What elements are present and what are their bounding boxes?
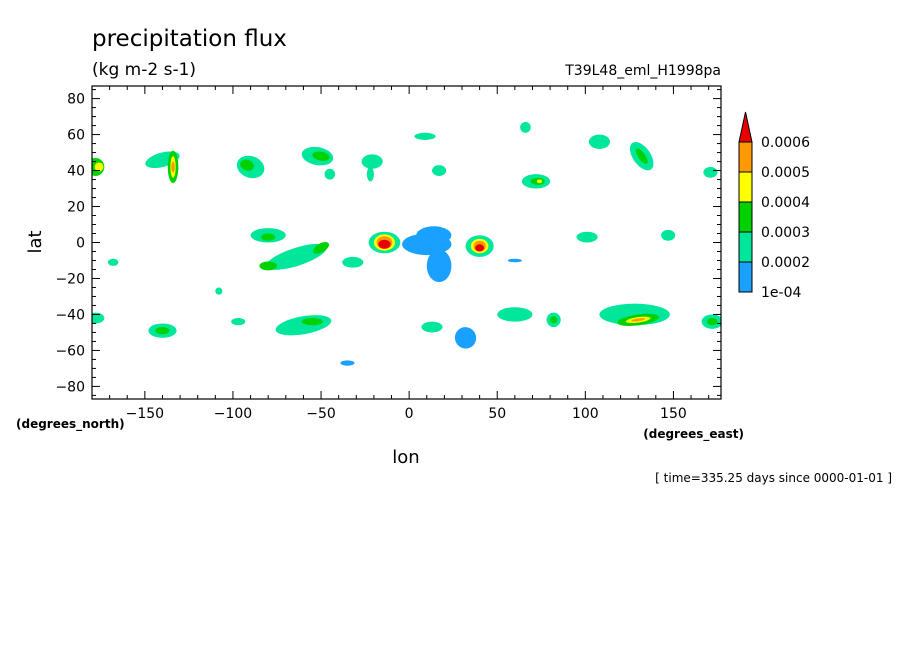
contour-region-54	[497, 307, 533, 322]
run-label: T39L48_eml_H1998pa	[564, 63, 721, 79]
contour-region-45	[92, 312, 105, 324]
contour-region-10	[324, 168, 336, 180]
contour-region-7	[240, 159, 254, 171]
contour-region-47	[155, 327, 170, 335]
contour-region-19	[588, 134, 611, 149]
contour-region-26	[313, 242, 330, 254]
contour-region-25	[266, 243, 327, 270]
chart-title: precipitation flux	[92, 26, 287, 52]
contour-region-35	[416, 226, 452, 245]
contour-region-44	[215, 287, 223, 295]
contour-region-34	[426, 249, 452, 283]
contour-region-39	[475, 244, 485, 252]
contour-region-14	[432, 165, 447, 176]
y-tick-label: 0	[76, 236, 85, 252]
contour-region-62	[706, 318, 718, 326]
colorbar-extend-arrow	[738, 111, 753, 143]
contour-region-42	[661, 229, 676, 241]
contour-region-21	[635, 148, 648, 164]
contour-region-32	[378, 239, 391, 249]
colorbar-label: 0.0005	[761, 165, 810, 181]
time-label: [ time=335.25 days since 0000-01-01 ]	[655, 471, 892, 485]
contour-region-40	[507, 258, 522, 263]
x-tick-label: −100	[214, 406, 252, 422]
y-tick-label: 20	[67, 200, 85, 216]
x-tick-label: −150	[126, 406, 164, 422]
contour-region-52	[421, 321, 443, 333]
contour-region-28	[342, 256, 364, 268]
contour-region-50	[301, 318, 323, 326]
colorbar-bin	[738, 201, 753, 233]
y-tick-label: 60	[67, 128, 85, 144]
colorbar-bin	[738, 231, 753, 263]
colorbar-bin	[738, 141, 753, 173]
contour-region-11	[361, 154, 383, 169]
colorbar-label: 0.0004	[761, 195, 810, 211]
y-tick-label: −60	[55, 343, 85, 359]
x-axis-label: lon	[392, 447, 419, 468]
contour-region-60	[631, 318, 646, 322]
y-axis-ticks: 80 60 40 20 0 −20 −40 −60 −80	[55, 89, 721, 396]
y-tick-label: 40	[67, 164, 85, 180]
contour-region-22	[703, 166, 718, 178]
colorbar-label: 1e-04	[761, 285, 801, 301]
x-tick-label: 50	[488, 406, 506, 422]
colorbar-label: 0.0006	[761, 135, 810, 151]
contour-region-5	[171, 161, 175, 173]
y-tick-label: 80	[67, 92, 85, 108]
contour-regions	[92, 121, 721, 366]
x-tick-label: 0	[405, 406, 414, 422]
colorbar-label: 0.0002	[761, 255, 810, 271]
contour-region-53	[454, 327, 477, 349]
y-units-label: (degrees_north)	[16, 417, 125, 432]
y-tick-label: −40	[55, 307, 85, 323]
contour-region-27	[259, 261, 278, 271]
contour-region-43	[107, 258, 119, 266]
contour-region-13	[414, 132, 436, 140]
colorbar: 1e-04 0.0002 0.0003 0.0004 0.0005 0.0006	[738, 111, 810, 301]
contour-region-41	[576, 231, 598, 243]
contour-region-12	[366, 166, 374, 182]
colorbar-label: 0.0003	[761, 225, 810, 241]
colorbar-bin	[738, 171, 753, 203]
colorbar-bin	[738, 261, 753, 293]
contour-region-1	[94, 162, 104, 172]
x-axis-ticks: −150 −100 −50 0 50 100 150	[109, 86, 710, 422]
x-tick-label: −50	[306, 406, 336, 422]
contour-region-9	[312, 151, 330, 161]
contour-region-56	[550, 316, 558, 324]
contour-region-24	[261, 233, 276, 241]
contour-region-51	[340, 360, 355, 366]
chart-units: (kg m-2 s-1)	[92, 60, 196, 80]
y-tick-label: −80	[55, 379, 85, 395]
contour-region-49	[275, 315, 332, 336]
y-axis-label: lat	[25, 230, 46, 253]
x-tick-label: 100	[572, 406, 599, 422]
x-units-label: (degrees_east)	[643, 427, 744, 442]
y-tick-label: −20	[55, 271, 85, 287]
x-tick-label: 150	[660, 406, 687, 422]
contour-region-17	[536, 179, 543, 184]
contour-region-18	[520, 121, 531, 133]
contour-region-48	[231, 318, 246, 326]
